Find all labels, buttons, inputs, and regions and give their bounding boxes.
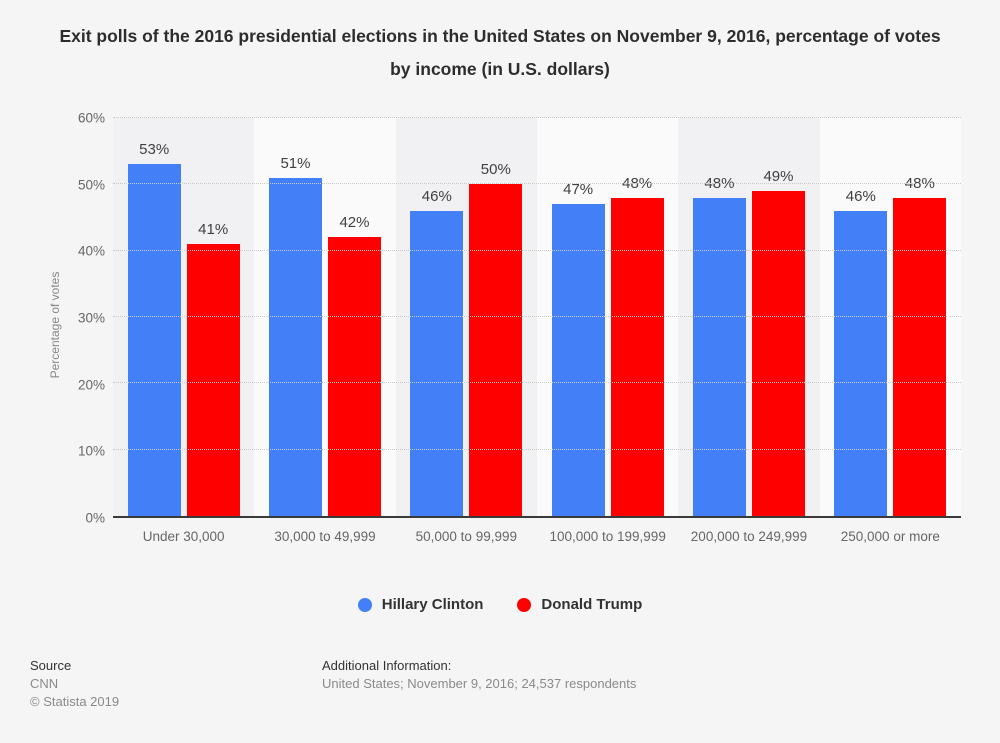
y-tick-label: 40% xyxy=(77,243,105,259)
bar-group: 48% xyxy=(692,118,746,516)
legend-label: Donald Trump xyxy=(541,596,643,613)
bar-donald-trump xyxy=(327,237,381,516)
bar-value-label: 48% xyxy=(904,174,935,192)
chart-title: Exit polls of the 2016 presidential elec… xyxy=(59,26,941,79)
footer-source-block: Source CNN © Statista 2019 xyxy=(30,657,119,711)
bar-donald-trump xyxy=(469,184,523,516)
x-tick-label: 30,000 to 49,999 xyxy=(274,529,376,544)
bar-group: 50% xyxy=(469,118,523,516)
bar-group: 47% xyxy=(551,118,605,516)
bar-hillary-clinton xyxy=(127,164,181,516)
bar-group: 46% xyxy=(834,118,888,516)
x-tick-label: 50,000 to 99,999 xyxy=(415,529,517,544)
category-band: 51% 42% xyxy=(254,118,396,516)
y-tick-label: 10% xyxy=(77,443,105,459)
source-heading: Source xyxy=(30,658,72,673)
bar-donald-trump xyxy=(610,197,664,516)
additional-heading: Additional Information: xyxy=(322,658,452,673)
category-band: 47% 48% xyxy=(536,118,679,516)
bar-value-label: 41% xyxy=(198,221,229,239)
category-band: 48% 49% xyxy=(678,118,820,516)
additional-text: United States; November 9, 2016; 24,537 … xyxy=(322,676,637,691)
gridline xyxy=(113,382,961,384)
bar-value-label: 48% xyxy=(704,174,735,192)
bar-group: 42% xyxy=(327,118,381,516)
bar-pair: 53% 41% xyxy=(113,118,254,516)
bar-group: 49% xyxy=(751,118,805,516)
bar-group: 48% xyxy=(610,118,664,516)
category-band: 53% 41% xyxy=(113,118,255,516)
gridline xyxy=(113,249,961,251)
bar-group: 41% xyxy=(186,118,240,516)
y-tick-label: 60% xyxy=(77,110,105,126)
bar-pair: 47% 48% xyxy=(537,118,678,516)
legend: Hillary Clinton Donald Trump xyxy=(0,596,1000,613)
bar-pair: 48% 49% xyxy=(678,118,819,516)
x-axis-labels: Under 30,000 30,000 to 49,999 50,000 to 99… xyxy=(113,529,961,544)
bar-value-label: 51% xyxy=(280,154,311,172)
category-band: 46% 50% xyxy=(395,118,537,516)
legend-item-hillary-clinton: Hillary Clinton xyxy=(357,596,484,613)
legend-dot-blue xyxy=(357,597,372,612)
bar-value-label: 47% xyxy=(563,181,594,199)
y-tick-label: 50% xyxy=(77,177,105,193)
bar-donald-trump xyxy=(186,244,240,516)
x-tick-label: Under 30,000 xyxy=(142,529,225,544)
bar-donald-trump xyxy=(751,190,805,516)
bar-donald-trump xyxy=(893,197,947,516)
y-tick-label: 0% xyxy=(85,510,105,526)
bar-group: 51% xyxy=(268,118,322,516)
source-name: CNN xyxy=(30,676,59,691)
footer-additional-block: Additional Information: United States; N… xyxy=(322,657,636,693)
bar-hillary-clinton xyxy=(410,210,464,516)
y-tick-label: 20% xyxy=(77,377,105,393)
bar-pair: 46% 48% xyxy=(820,118,961,516)
bar-pair: 46% 50% xyxy=(396,118,537,516)
gridline xyxy=(113,316,961,317)
y-tick-label: 30% xyxy=(77,310,105,326)
bar-group: 53% xyxy=(127,118,181,516)
plot-area: 53% 41% 51% 42% 46% 50% 47% 48% 48% 49% 46% 48% xyxy=(113,117,961,518)
bar-value-label: 46% xyxy=(421,187,452,205)
x-tick-label: 200,000 to 249,999 xyxy=(690,529,808,544)
bar-value-label: 49% xyxy=(763,167,794,185)
bar-value-label: 50% xyxy=(480,161,511,179)
legend-dot-red xyxy=(517,597,532,612)
bar-hillary-clinton xyxy=(268,177,322,516)
bar-hillary-clinton xyxy=(834,210,888,516)
bar-value-label: 48% xyxy=(622,174,653,192)
bar-group: 46% xyxy=(410,118,464,516)
bar-pair: 51% 42% xyxy=(254,118,395,516)
bar-hillary-clinton xyxy=(551,204,605,516)
legend-label: Hillary Clinton xyxy=(381,596,484,613)
gridline xyxy=(113,117,961,118)
bar-value-label: 46% xyxy=(845,187,876,205)
legend-item-donald-trump: Donald Trump xyxy=(517,596,642,613)
bar-hillary-clinton xyxy=(692,197,746,516)
gridline xyxy=(113,183,961,185)
bar-value-label: 53% xyxy=(139,141,170,159)
category-band: 46% 48% xyxy=(819,118,961,516)
bar-value-label: 42% xyxy=(339,214,370,232)
copyright: © Statista 2019 xyxy=(30,694,120,709)
gridline xyxy=(113,448,961,450)
x-tick-label: 100,000 to 199,999 xyxy=(549,529,666,544)
bar-group: 48% xyxy=(893,118,947,516)
x-tick-label: 250,000 or more xyxy=(840,529,940,544)
